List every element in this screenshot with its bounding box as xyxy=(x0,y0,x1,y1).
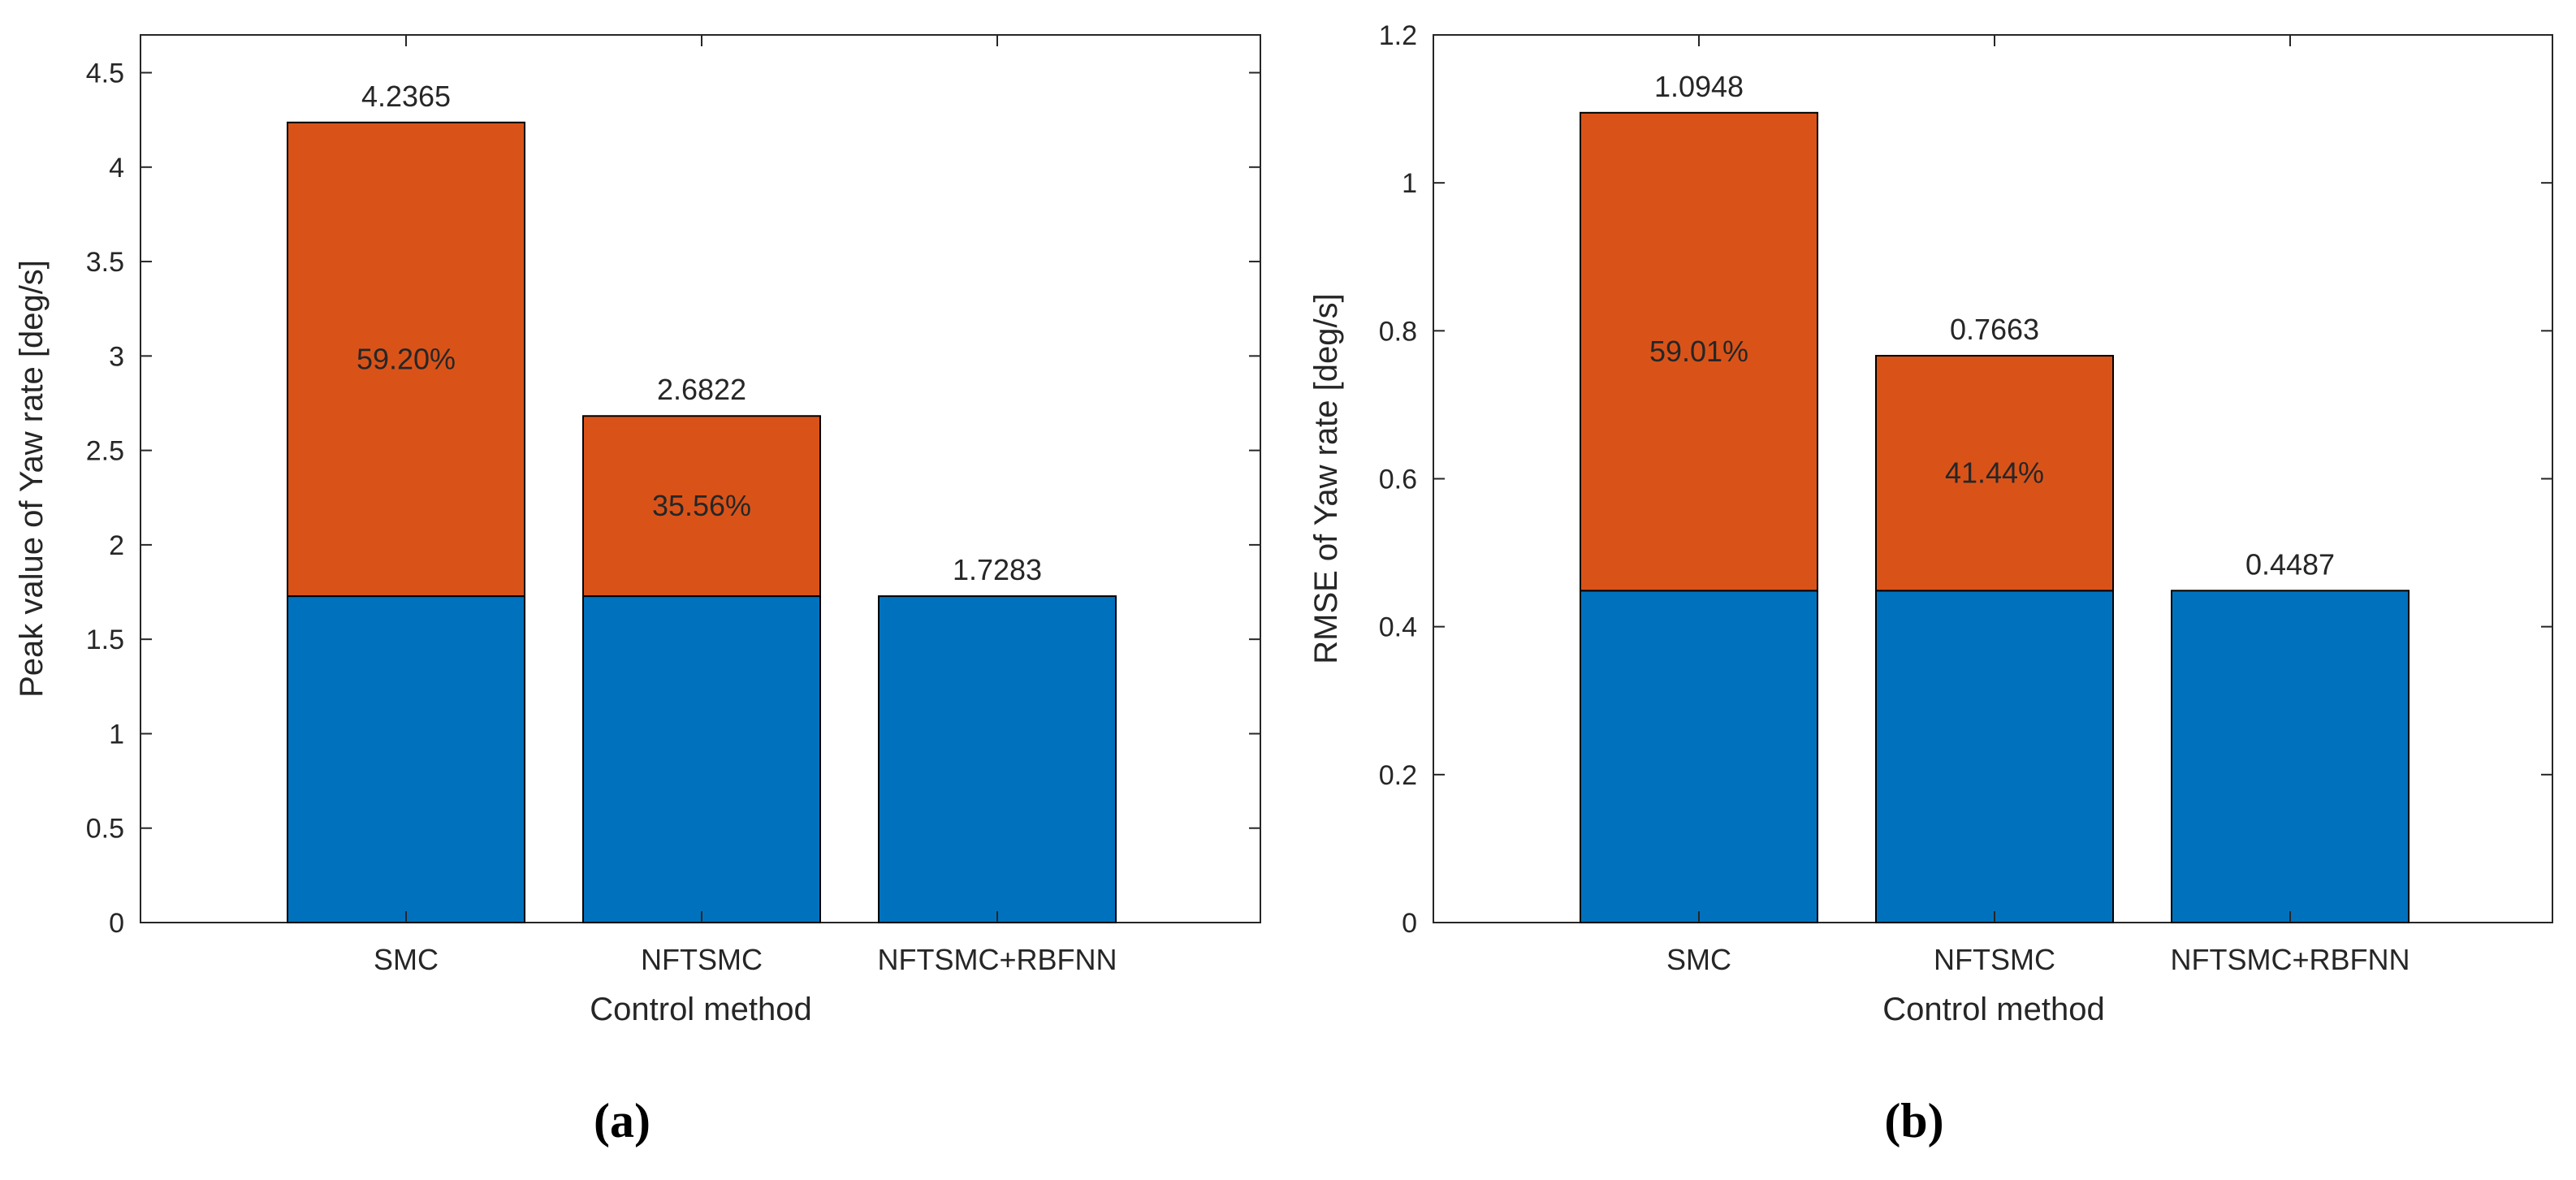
y-tick-label: 0 xyxy=(1402,908,1417,939)
bar-baseline-smc xyxy=(1580,590,1818,923)
chart-panel-b: 0 0.2 0.4 0.6 0.8 1 1.2 59.01% 1.0948 SMC 41.44% 0.… xyxy=(1308,20,2553,1148)
y-tick-label: 0.2 xyxy=(1379,760,1417,791)
y-tick-label: 0.5 xyxy=(86,814,124,845)
bar-excess-nftsmc xyxy=(1875,355,2114,592)
x-tick-label: SMC xyxy=(1666,943,1731,976)
y-tick-label: 4.5 xyxy=(86,58,124,89)
y-tick-label: 0.8 xyxy=(1379,316,1417,347)
total-value-label: 1.7283 xyxy=(953,553,1042,586)
y-tick-label: 2 xyxy=(109,530,124,561)
bar-excess-smc xyxy=(1580,111,1818,592)
y-axis-label: Peak value of Yaw rate [deg/s] xyxy=(14,260,50,698)
percent-label: 41.44% xyxy=(1945,456,2044,490)
total-value-label: 4.2365 xyxy=(361,80,451,113)
y-axis-label: RMSE of Yaw rate [deg/s] xyxy=(1308,293,1344,664)
bar-excess-nftsmc xyxy=(582,415,821,598)
y-tick-label: 1 xyxy=(109,719,124,750)
x-axis-label: Control method xyxy=(1882,992,2104,1027)
x-tick-label: NFTSMC xyxy=(1934,943,2055,976)
y-tick-label: 3.5 xyxy=(86,247,124,278)
total-value-label: 0.7663 xyxy=(1950,313,2039,346)
x-tick-label: NFTSMC+RBFNN xyxy=(2171,943,2410,976)
y-tick-label: 0 xyxy=(109,908,124,939)
bar-baseline-nftsmc-rbfnn xyxy=(878,595,1117,923)
panel-label: (b) xyxy=(1884,1094,1943,1148)
percent-label: 35.56% xyxy=(652,489,751,522)
y-tick-label: 4 xyxy=(109,153,124,184)
percent-label: 59.01% xyxy=(1649,335,1748,368)
x-tick-label: SMC xyxy=(374,943,439,976)
bar-baseline-nftsmc xyxy=(582,595,821,923)
x-tick-label: NFTSMC+RBFNN xyxy=(878,943,1117,976)
bar-baseline-smc xyxy=(287,595,525,923)
total-value-label: 1.0948 xyxy=(1654,70,1744,103)
bar-baseline-nftsmc xyxy=(1875,590,2114,923)
total-value-label: 0.4487 xyxy=(2245,547,2335,581)
bar-excess-smc xyxy=(287,121,525,598)
chart-panel-a: 0 0.5 1 1.5 2 2.5 3 3.5 4 4.5 59.20% 4.2365 SMC 35.56… xyxy=(14,34,1261,1148)
total-value-label: 2.6822 xyxy=(657,373,746,406)
x-tick-label: NFTSMC xyxy=(641,943,763,976)
y-tick-label: 2.5 xyxy=(86,436,124,467)
y-tick-label: 0.4 xyxy=(1379,612,1417,643)
y-tick-label: 0.6 xyxy=(1379,465,1417,495)
panel-label: (a) xyxy=(594,1094,650,1148)
y-tick-label: 1.2 xyxy=(1379,20,1417,51)
y-tick-label: 1.5 xyxy=(86,625,124,655)
bar-baseline-nftsmc-rbfnn xyxy=(2171,590,2410,923)
percent-label: 59.20% xyxy=(357,342,456,375)
y-tick-label: 3 xyxy=(109,341,124,372)
x-axis-label: Control method xyxy=(590,992,811,1027)
y-tick-label: 1 xyxy=(1402,168,1417,199)
